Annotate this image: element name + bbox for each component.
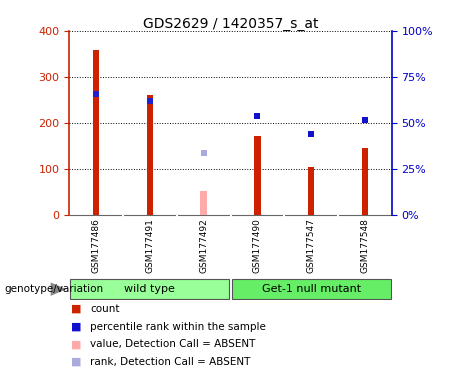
Polygon shape <box>51 283 66 296</box>
Text: count: count <box>90 304 119 314</box>
Text: GSM177547: GSM177547 <box>307 218 316 273</box>
Text: genotype/variation: genotype/variation <box>5 284 104 294</box>
Text: ■: ■ <box>71 304 82 314</box>
Text: wild type: wild type <box>124 284 175 295</box>
Bar <box>201 191 207 215</box>
Bar <box>308 167 314 215</box>
Text: ■: ■ <box>71 322 82 332</box>
Text: GDS2629 / 1420357_s_at: GDS2629 / 1420357_s_at <box>143 17 318 31</box>
Text: GSM177490: GSM177490 <box>253 218 262 273</box>
Text: Get-1 null mutant: Get-1 null mutant <box>261 284 361 295</box>
Text: ■: ■ <box>71 339 82 349</box>
Text: rank, Detection Call = ABSENT: rank, Detection Call = ABSENT <box>90 357 250 367</box>
Text: GSM177548: GSM177548 <box>361 218 369 273</box>
Bar <box>231 279 391 300</box>
Bar <box>93 50 99 215</box>
Text: GSM177492: GSM177492 <box>199 218 208 273</box>
Text: value, Detection Call = ABSENT: value, Detection Call = ABSENT <box>90 339 255 349</box>
Bar <box>70 279 230 300</box>
Text: GSM177491: GSM177491 <box>145 218 154 273</box>
Text: ■: ■ <box>71 357 82 367</box>
Text: GSM177486: GSM177486 <box>92 218 100 273</box>
Bar <box>362 148 368 215</box>
Text: percentile rank within the sample: percentile rank within the sample <box>90 322 266 332</box>
Bar <box>147 95 153 215</box>
Bar <box>254 136 260 215</box>
